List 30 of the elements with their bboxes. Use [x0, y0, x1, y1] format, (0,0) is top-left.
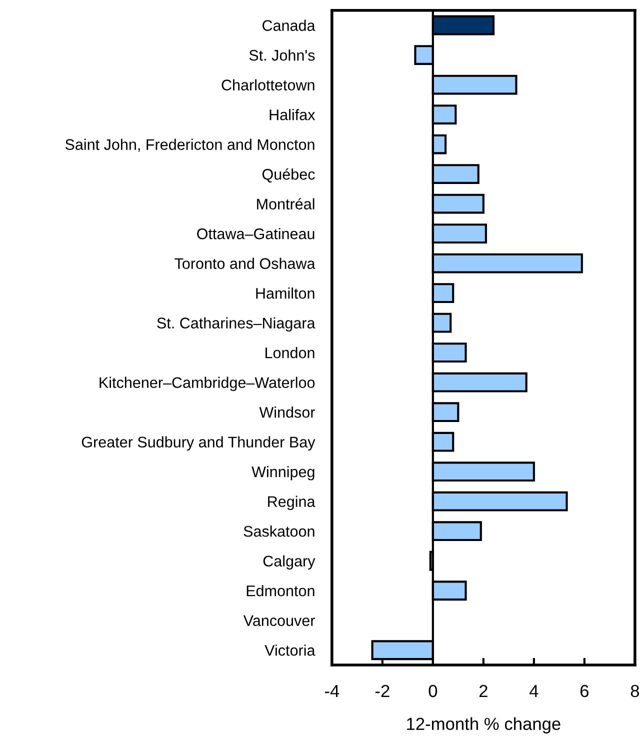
y-tick-label: Edmonton	[246, 585, 314, 596]
y-tick-label: Toronto and Oshawa	[174, 258, 316, 269]
x-tick-label: -4	[324, 685, 340, 698]
y-tick-label: Saint John, Fredericton and Moncton	[65, 138, 314, 152]
y-tick-label: Victoria	[264, 644, 316, 656]
y-tick-label: Saskatoon	[244, 526, 314, 537]
x-tick-label: 6	[580, 684, 588, 698]
y-tick-label: Ottawa–Gatineau	[197, 228, 314, 240]
y-tick-label: Vancouver	[243, 615, 315, 626]
y-tick-label: Winnipeg	[252, 466, 314, 480]
x-tick-label: 4	[530, 685, 538, 698]
y-tick-label: Calgary	[263, 555, 316, 570]
y-tick-label: Greater Sudbury and Thunder Bay	[82, 436, 316, 451]
y-tick-label: Canada	[262, 20, 316, 31]
y-tick-label: Montréal	[257, 198, 314, 210]
y-tick-label: Hamilton	[256, 288, 314, 299]
y-tick-label: London	[266, 347, 314, 358]
y-tick-label: Windsor	[259, 406, 315, 418]
x-tick-label: 0	[428, 684, 438, 698]
x-tick-label: 8	[630, 684, 640, 698]
y-tick-label: St. John's	[249, 49, 315, 61]
x-axis-title: 12-month % change	[407, 717, 560, 734]
x-tick-label: -2	[375, 684, 390, 698]
y-tick-label: Charlottetown	[222, 79, 314, 90]
x-tick-label: 2	[479, 684, 488, 698]
y-tick-label: Kitchener–Cambridge–Waterloo	[100, 376, 315, 392]
y-tick-label: St. Catharines–Niagara	[157, 317, 316, 332]
y-tick-label: Québec	[262, 168, 315, 182]
y-tick-label: Halifax	[270, 109, 316, 120]
y-tick-label: Regina	[268, 496, 316, 510]
